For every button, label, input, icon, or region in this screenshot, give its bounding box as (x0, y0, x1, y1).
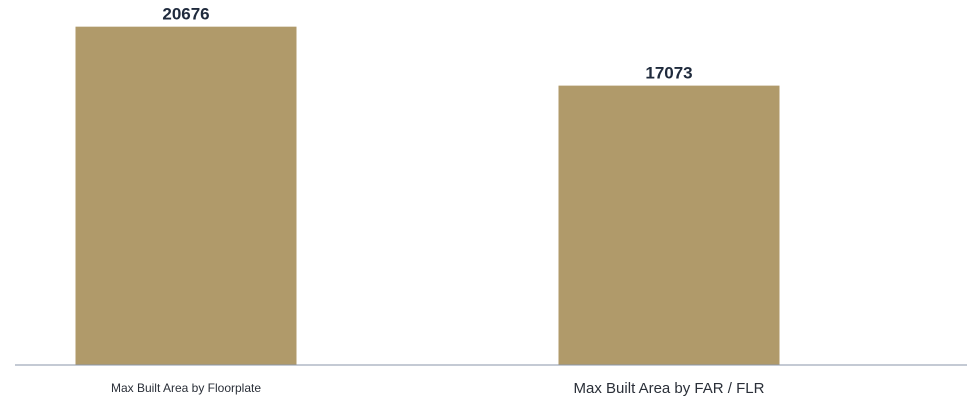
bar-value-label-1: 17073 (645, 64, 692, 83)
bar-value-label-0: 20676 (162, 5, 209, 24)
bar-0 (75, 26, 297, 365)
bar-1 (558, 85, 780, 366)
category-label-1: Max Built Area by FAR / FLR (574, 380, 765, 397)
bars-layer (75, 26, 780, 366)
category-label-0: Max Built Area by Floorplate (111, 381, 261, 395)
labels-layer: 20676 Max Built Area by Floorplate 17073 Ma… (111, 5, 765, 397)
